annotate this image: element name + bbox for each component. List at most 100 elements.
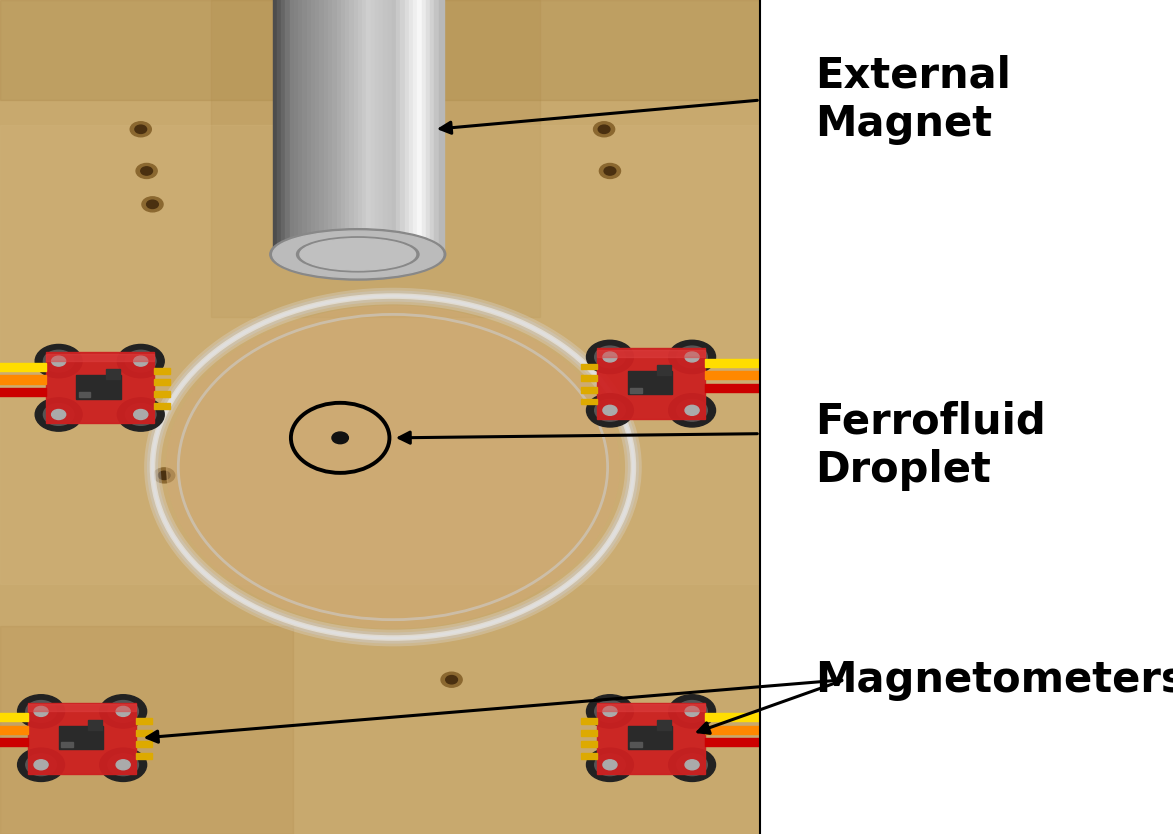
Circle shape bbox=[603, 352, 617, 362]
Bar bbox=[392, 0, 398, 254]
Bar bbox=[0, 726, 28, 734]
Ellipse shape bbox=[270, 229, 446, 280]
Circle shape bbox=[136, 163, 157, 178]
Circle shape bbox=[586, 695, 633, 728]
Bar bbox=[387, 0, 393, 254]
Bar bbox=[294, 0, 299, 254]
Bar bbox=[657, 720, 671, 730]
Circle shape bbox=[603, 706, 617, 716]
Bar bbox=[0, 125, 760, 584]
Circle shape bbox=[669, 394, 716, 427]
Circle shape bbox=[135, 125, 147, 133]
Bar bbox=[434, 0, 440, 254]
Circle shape bbox=[100, 695, 147, 728]
Bar bbox=[597, 350, 705, 357]
Circle shape bbox=[117, 398, 164, 431]
Bar bbox=[136, 730, 152, 736]
Circle shape bbox=[669, 695, 716, 728]
Circle shape bbox=[685, 405, 699, 415]
Bar bbox=[379, 0, 385, 254]
Bar bbox=[61, 742, 73, 747]
Bar bbox=[328, 0, 333, 254]
Bar bbox=[0, 0, 760, 834]
Circle shape bbox=[595, 754, 625, 776]
Bar bbox=[630, 388, 642, 393]
Ellipse shape bbox=[272, 231, 443, 278]
Bar bbox=[154, 391, 170, 397]
Bar bbox=[76, 375, 121, 399]
Circle shape bbox=[599, 163, 621, 178]
Bar bbox=[298, 0, 304, 254]
Text: Ferrofluid
Droplet: Ferrofluid Droplet bbox=[815, 401, 1046, 491]
Bar bbox=[705, 371, 769, 379]
Bar bbox=[0, 388, 46, 396]
Bar bbox=[705, 384, 769, 392]
Bar bbox=[628, 726, 672, 749]
Circle shape bbox=[332, 432, 348, 444]
Bar bbox=[581, 364, 597, 369]
Circle shape bbox=[117, 344, 164, 378]
Bar bbox=[581, 375, 597, 381]
Circle shape bbox=[604, 167, 616, 175]
Circle shape bbox=[34, 760, 48, 770]
Bar bbox=[0, 738, 28, 746]
Circle shape bbox=[595, 701, 625, 722]
Bar bbox=[337, 0, 343, 254]
Bar bbox=[46, 352, 154, 423]
Bar bbox=[319, 0, 325, 254]
Bar bbox=[28, 702, 136, 774]
Ellipse shape bbox=[300, 239, 415, 270]
Bar bbox=[405, 0, 411, 254]
Circle shape bbox=[116, 706, 130, 716]
Text: External
Magnet: External Magnet bbox=[815, 55, 1011, 145]
Bar bbox=[375, 0, 380, 254]
Bar bbox=[285, 0, 291, 254]
Bar bbox=[413, 0, 419, 254]
Bar bbox=[311, 0, 317, 254]
Circle shape bbox=[677, 701, 707, 722]
Bar bbox=[362, 0, 367, 254]
Bar bbox=[705, 726, 769, 734]
Bar bbox=[581, 753, 597, 759]
Circle shape bbox=[126, 350, 156, 372]
Bar bbox=[0, 363, 46, 371]
Circle shape bbox=[35, 344, 82, 378]
Bar bbox=[628, 371, 672, 394]
Bar bbox=[88, 720, 102, 730]
Circle shape bbox=[35, 398, 82, 431]
Bar bbox=[272, 0, 278, 254]
Circle shape bbox=[677, 399, 707, 421]
Circle shape bbox=[586, 748, 633, 781]
Circle shape bbox=[154, 468, 175, 483]
Circle shape bbox=[43, 404, 74, 425]
Bar bbox=[705, 359, 769, 367]
Bar bbox=[154, 379, 170, 385]
Bar bbox=[597, 702, 705, 774]
Circle shape bbox=[108, 701, 138, 722]
Bar bbox=[421, 0, 427, 254]
Circle shape bbox=[52, 409, 66, 420]
Circle shape bbox=[142, 197, 163, 212]
Circle shape bbox=[586, 394, 633, 427]
Bar bbox=[277, 0, 283, 254]
Bar bbox=[657, 365, 671, 375]
Circle shape bbox=[595, 346, 625, 368]
Bar bbox=[282, 0, 286, 254]
Bar bbox=[79, 392, 90, 397]
Bar bbox=[408, 0, 414, 254]
Circle shape bbox=[134, 356, 148, 366]
Circle shape bbox=[603, 405, 617, 415]
Circle shape bbox=[100, 748, 147, 781]
Circle shape bbox=[446, 676, 457, 684]
Bar bbox=[154, 368, 170, 374]
Circle shape bbox=[669, 340, 716, 374]
Bar bbox=[597, 704, 705, 711]
Bar bbox=[396, 0, 401, 254]
Bar bbox=[581, 718, 597, 724]
Bar bbox=[366, 0, 372, 254]
Bar bbox=[332, 0, 338, 254]
Circle shape bbox=[116, 760, 130, 770]
Circle shape bbox=[595, 399, 625, 421]
Circle shape bbox=[603, 760, 617, 770]
Bar bbox=[0, 0, 760, 100]
